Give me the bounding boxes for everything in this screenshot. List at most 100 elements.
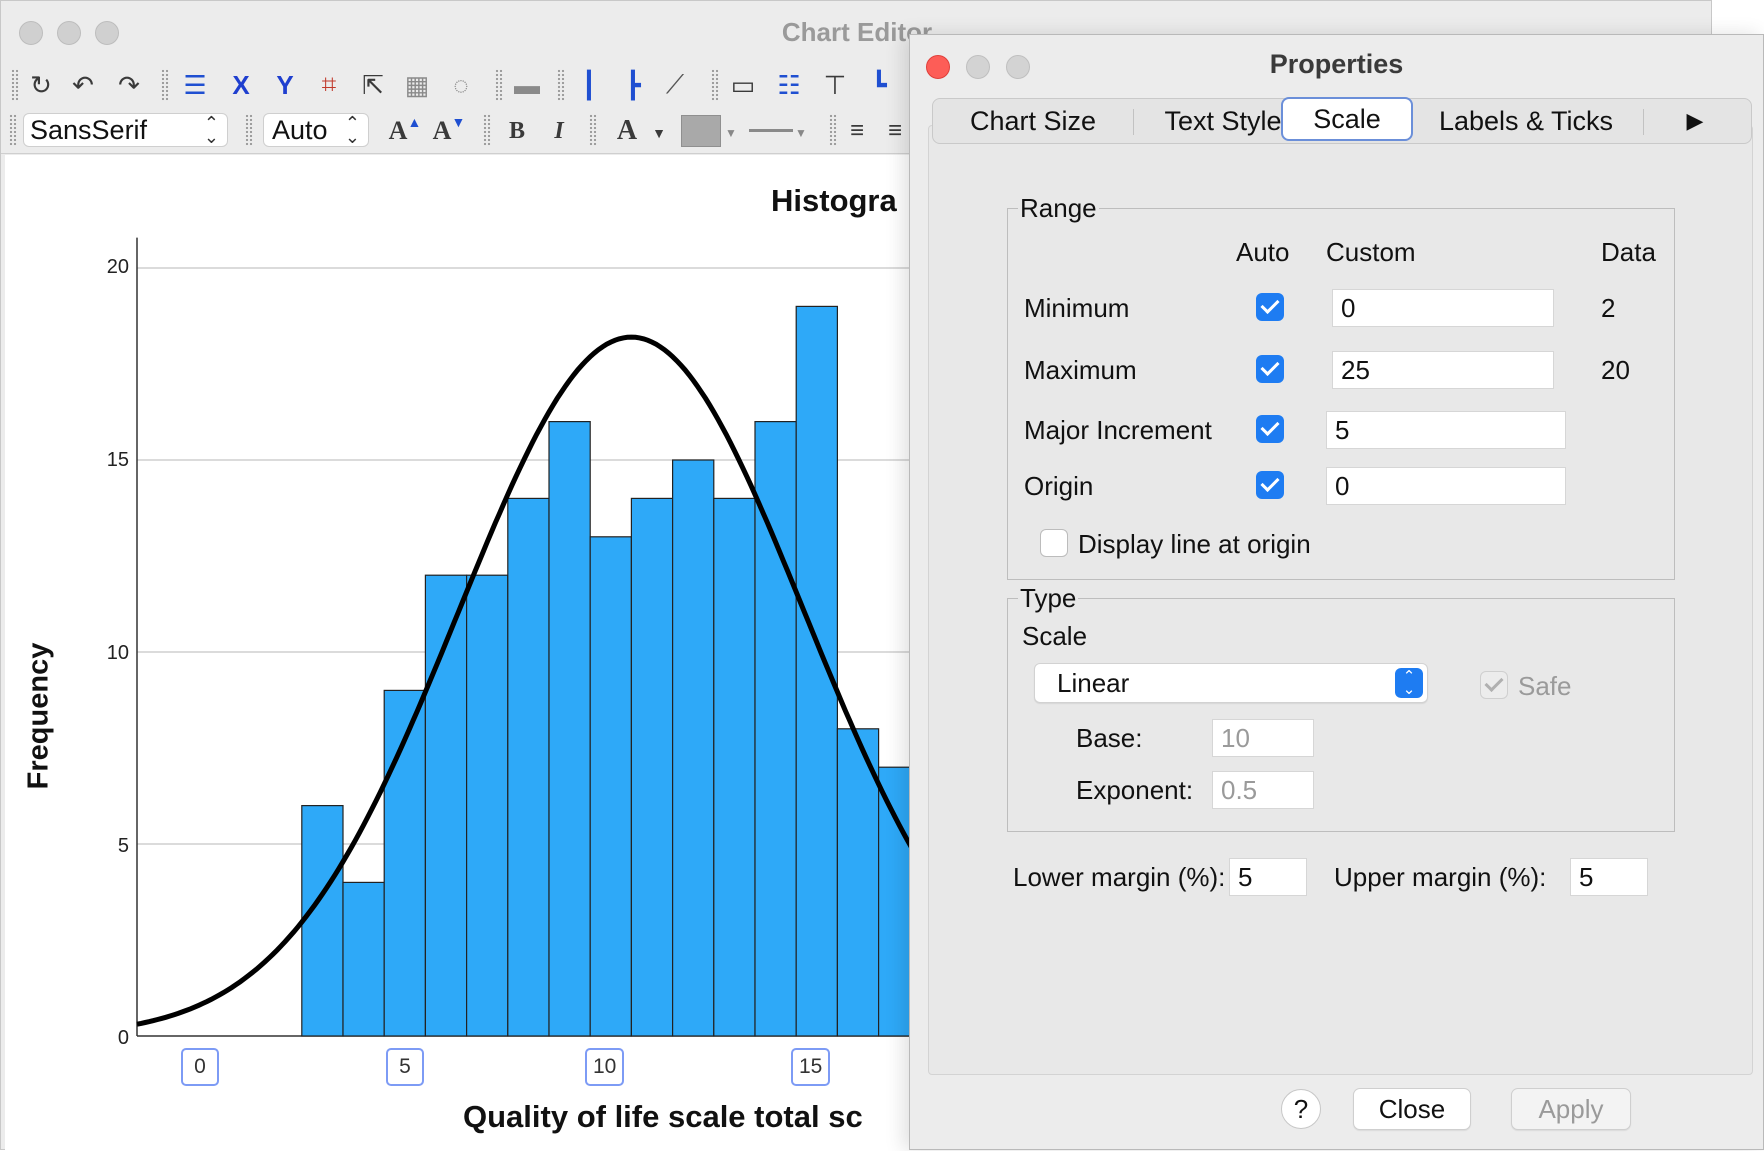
x-axis-lines-icon[interactable]: ┃ xyxy=(581,69,597,100)
dropdown-arrow-icon[interactable]: ▼ xyxy=(725,126,737,140)
close-button[interactable]: Close xyxy=(1353,1088,1471,1130)
x-tick-label-5[interactable]: 5 xyxy=(386,1048,424,1086)
histogram-bar[interactable] xyxy=(507,497,550,1037)
toolbar-grip[interactable] xyxy=(9,114,17,146)
histogram-bar[interactable] xyxy=(548,421,591,1037)
bold-button[interactable]: B xyxy=(508,117,525,144)
lower-margin-field[interactable]: 5 xyxy=(1229,858,1307,896)
dropdown-arrow-icon[interactable]: ▼ xyxy=(652,125,666,141)
y-axis-icon[interactable]: Y xyxy=(276,69,294,100)
frame-icon[interactable]: ▭ xyxy=(730,69,756,100)
minimize-dialog-button[interactable] xyxy=(966,55,990,79)
tab-chart-size[interactable]: Chart Size xyxy=(969,106,1097,136)
more-tabs-arrow-icon[interactable]: ▶ xyxy=(1686,108,1704,133)
fill-color-swatch[interactable] xyxy=(681,115,721,147)
toolbar-grip[interactable] xyxy=(557,69,565,101)
chart-title[interactable]: Histogra xyxy=(771,183,897,218)
scale-type-select[interactable]: Linear ⌃ ⌄ xyxy=(1034,663,1428,703)
maximum-auto-checkbox[interactable] xyxy=(1256,355,1284,383)
diagonal-line-icon[interactable]: ⟋ xyxy=(665,69,685,99)
x-tick-label-0[interactable]: 0 xyxy=(181,1048,219,1086)
dropdown-arrow-icon[interactable]: ▼ xyxy=(795,126,807,140)
toolbar-grip[interactable] xyxy=(245,114,253,146)
scale-icon[interactable]: ⇱ xyxy=(362,69,384,100)
3d-icon[interactable]: ▦ xyxy=(404,69,430,100)
display-line-origin-label[interactable]: Display line at origin xyxy=(1078,529,1311,559)
font-size-value: Auto xyxy=(272,115,328,145)
histogram-bar[interactable] xyxy=(301,804,344,1037)
undo-arrow-icon[interactable]: ↶ xyxy=(72,69,94,100)
x-tick-label-15[interactable]: 15 xyxy=(791,1048,831,1086)
major-increment-custom-field[interactable]: 5 xyxy=(1326,411,1566,449)
align-left-icon[interactable]: ≡ xyxy=(849,117,864,144)
major-increment-auto-checkbox[interactable] xyxy=(1256,415,1284,443)
upper-margin-field[interactable]: 5 xyxy=(1570,858,1648,896)
toolbar-grip[interactable] xyxy=(11,69,19,101)
data-label-icon[interactable]: ⌗ xyxy=(321,69,337,99)
y-axis-lines-icon[interactable]: ┣ xyxy=(625,69,641,100)
minimum-custom-field[interactable]: 0 xyxy=(1332,289,1554,327)
histogram-bar[interactable] xyxy=(424,574,468,1037)
font-size-select[interactable]: Auto ⌃ ⌄ xyxy=(263,113,369,147)
histogram-bar[interactable] xyxy=(713,497,756,1037)
histogram-bar[interactable] xyxy=(877,766,910,1037)
font-family-select[interactable]: SansSerif ⌃ ⌄ xyxy=(23,113,228,147)
redo-icon[interactable]: ↷ xyxy=(118,69,140,100)
y-tick-label-15[interactable]: 15 xyxy=(106,449,129,471)
histogram-bar[interactable] xyxy=(466,574,509,1037)
y-axis-title[interactable]: Frequency xyxy=(22,642,55,790)
shrink-font-icon[interactable]: A ▼ xyxy=(432,116,466,145)
origin-auto-checkbox[interactable] xyxy=(1256,471,1284,499)
histogram-bar[interactable] xyxy=(836,728,880,1037)
exponent-field[interactable]: 0.5 xyxy=(1212,771,1314,809)
histogram-bar[interactable] xyxy=(630,497,674,1037)
maximum-custom-field[interactable]: 25 xyxy=(1332,351,1554,389)
text-color-button[interactable]: A xyxy=(616,115,638,146)
histogram-bar[interactable] xyxy=(671,459,715,1037)
align-center-icon[interactable]: ≡ xyxy=(887,117,902,144)
display-line-origin-checkbox[interactable] xyxy=(1040,529,1068,557)
zoom-window-button[interactable] xyxy=(95,21,119,45)
safe-checkbox[interactable] xyxy=(1480,671,1508,699)
undo-icon[interactable]: ↻ xyxy=(30,69,52,100)
y-tick-label-20[interactable]: 20 xyxy=(106,256,129,278)
base-field[interactable]: 10 xyxy=(1212,719,1314,757)
close-window-button[interactable] xyxy=(19,21,43,45)
line-style-sample[interactable] xyxy=(749,129,793,132)
y-tick-label-10[interactable]: 10 xyxy=(106,642,129,664)
grow-font-icon[interactable]: A ▲ xyxy=(388,116,422,145)
histogram-bar[interactable] xyxy=(754,421,797,1037)
x-axis-title[interactable]: Quality of life scale total sc xyxy=(463,1099,863,1134)
x-axis-icon[interactable]: X xyxy=(232,69,250,100)
minimize-window-button[interactable] xyxy=(57,21,81,45)
zoom-dialog-button[interactable] xyxy=(1006,55,1030,79)
toolbar-grip[interactable] xyxy=(829,114,837,146)
footnote-icon[interactable]: ┗ xyxy=(871,69,887,100)
tab-text-style[interactable]: Text Style xyxy=(1164,106,1282,136)
title-icon[interactable]: ⊤ xyxy=(823,69,847,100)
help-button[interactable]: ? xyxy=(1281,1089,1321,1129)
properties-icon[interactable]: ☰ xyxy=(183,69,207,100)
close-dialog-button[interactable] xyxy=(926,55,950,79)
x-tick-label-10[interactable]: 10 xyxy=(585,1048,625,1086)
y-tick-label-0[interactable]: 0 xyxy=(117,1027,129,1049)
tab-scale[interactable]: Scale xyxy=(1281,97,1413,141)
toolbar-grip[interactable] xyxy=(495,69,503,101)
apply-button[interactable]: Apply xyxy=(1511,1088,1631,1130)
tab-labels-ticks[interactable]: Labels & Ticks xyxy=(1438,106,1614,136)
normal-curve-line[interactable] xyxy=(136,334,910,1027)
toolbar-grip[interactable] xyxy=(589,114,597,146)
origin-custom-field[interactable]: 0 xyxy=(1326,467,1566,505)
chart-icon[interactable]: ▬ xyxy=(514,69,540,100)
histogram-bar[interactable] xyxy=(383,689,427,1037)
toolbar-grip[interactable] xyxy=(483,114,491,146)
histogram-bar[interactable] xyxy=(342,881,385,1037)
toolbar-grip[interactable] xyxy=(161,69,169,101)
y-tick-label-5[interactable]: 5 xyxy=(117,835,129,857)
lasso-icon[interactable]: ◌ xyxy=(453,69,469,100)
minimum-auto-checkbox[interactable] xyxy=(1256,293,1284,321)
legend-icon[interactable]: ☷ xyxy=(777,69,801,100)
histogram-bar[interactable] xyxy=(589,536,633,1037)
italic-button[interactable]: I xyxy=(554,117,564,144)
toolbar-grip[interactable] xyxy=(711,69,719,101)
